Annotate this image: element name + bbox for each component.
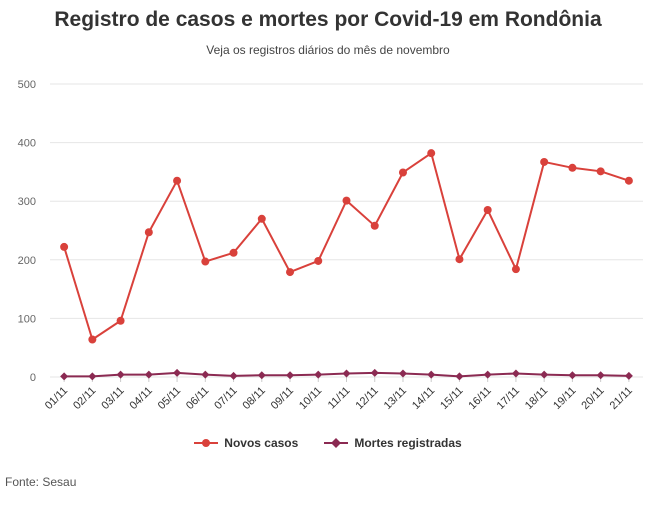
data-point-cases [116,316,125,325]
data-point-deaths [370,368,379,377]
data-point-cases [568,163,577,172]
legend-circle-icon [194,439,219,447]
x-tick-label: 21/11 [608,385,635,412]
x-tick-label: 18/11 [523,385,550,412]
data-point-cases [144,228,153,237]
source-note: Fonte: Sesau [5,475,77,489]
x-tick-label: 19/11 [551,385,578,412]
x-tick-label: 10/11 [297,385,324,412]
data-point-cases [398,168,407,177]
data-point-cases [88,335,97,344]
y-tick-label: 100 [18,313,36,325]
data-point-cases [314,256,323,265]
y-tick-label: 0 [30,372,36,384]
data-point-deaths [540,370,549,379]
data-point-deaths [201,370,210,379]
x-tick-label: 07/11 [212,385,239,412]
chart-title: Registro de casos e mortes por Covid-19 … [54,8,602,31]
data-point-cases [342,196,351,205]
x-tick-label: 05/11 [156,385,183,412]
data-point-cases [511,265,520,274]
x-tick-label: 08/11 [241,385,268,412]
x-tick-label: 13/11 [382,385,409,412]
data-point-cases [596,167,605,176]
y-tick-label: 200 [18,255,36,267]
data-point-deaths [144,370,153,379]
y-tick-label: 300 [18,196,36,208]
data-point-deaths [286,371,295,380]
data-point-deaths [314,370,323,379]
data-point-deaths [116,370,125,379]
y-tick-label: 500 [18,79,36,91]
x-tick-label: 15/11 [438,385,465,412]
data-point-cases [60,242,69,251]
data-point-cases [286,268,295,277]
legend-label-deaths: Mortes registradas [354,436,462,450]
data-point-deaths [596,371,605,380]
x-tick-label: 09/11 [269,385,296,412]
chart-subtitle: Veja os registros diários do mês de nove… [206,43,450,57]
data-point-cases [370,221,379,230]
data-point-deaths [342,369,351,378]
data-point-deaths [398,369,407,378]
x-tick-label: 17/11 [495,385,522,412]
data-point-deaths [483,370,492,379]
x-tick-label: 20/11 [579,385,606,412]
data-point-cases [427,149,436,158]
series-line-cases [63,152,630,341]
data-point-cases [229,248,238,257]
x-tick-label: 02/11 [71,385,98,412]
y-tick-label: 400 [18,138,36,150]
x-tick-label: 12/11 [353,385,380,412]
legend-label-cases: Novos casos [224,436,299,450]
data-point-deaths [511,369,520,378]
line-chart: 0 100 200 300 400 500 01/11 02/11 03/11 04/11 05/1… [18,79,643,412]
data-point-deaths [455,372,464,381]
data-point-deaths [60,372,69,381]
data-point-deaths [88,372,97,381]
x-tick-label: 01/11 [43,385,70,412]
data-point-cases [201,257,210,266]
data-point-deaths [427,370,436,379]
data-point-cases [173,176,182,185]
data-point-cases [483,205,492,214]
data-point-deaths [624,371,633,380]
x-tick-label: 04/11 [128,385,155,412]
data-point-cases [540,157,549,166]
chart-legend: Novos casos Mortes registradas [0,436,656,450]
legend-diamond-icon [324,438,349,448]
data-point-cases [257,214,266,223]
data-point-deaths [257,371,266,380]
data-point-deaths [568,371,577,380]
x-tick-label: 16/11 [466,385,493,412]
data-point-cases [624,176,633,185]
data-point-deaths [173,368,182,377]
legend-item-cases[interactable]: Novos casos [194,436,298,450]
x-tick-label: 03/11 [99,385,126,412]
x-tick-label: 06/11 [184,385,211,412]
data-point-deaths [229,371,238,380]
x-tick-label: 11/11 [326,385,353,412]
data-point-cases [455,255,464,264]
x-tick-label: 14/11 [410,385,437,412]
legend-item-deaths[interactable]: Mortes registradas [324,436,462,450]
